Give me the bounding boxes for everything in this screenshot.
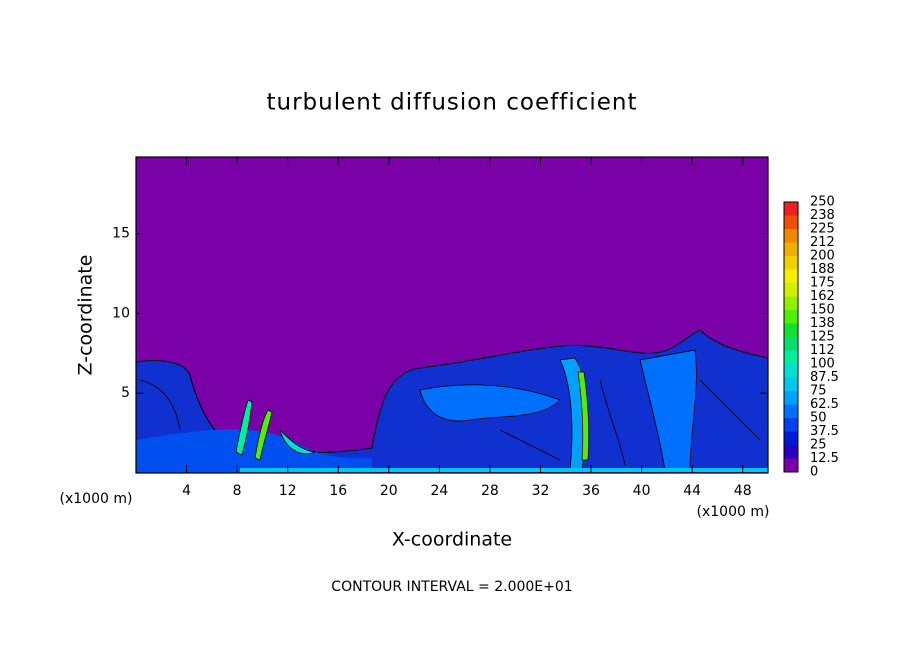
colorbar-label: 225 (810, 222, 835, 237)
colorbar-swatch (784, 404, 798, 418)
colorbar-swatch (784, 391, 798, 405)
colorbar-label: 87.5 (810, 370, 839, 385)
colorbar-label: 212 (810, 235, 835, 250)
colorbar-label: 12.5 (810, 451, 839, 466)
colorbar-label: 200 (810, 249, 835, 264)
y-axis-title: Z-coordinate (75, 255, 97, 376)
colorbar-label: 150 (810, 303, 835, 318)
x-tick-label: 44 (683, 483, 701, 499)
x-tick-label: 32 (532, 483, 550, 499)
colorbar-swatch (784, 215, 798, 229)
contour-line (139, 379, 761, 466)
x-tick-label: 24 (430, 483, 448, 499)
colorbar-swatch (784, 337, 798, 351)
colorbar-swatch (784, 202, 798, 216)
colorbar-swatch (784, 283, 798, 297)
colorbar-label: 62.5 (810, 397, 839, 412)
x-axis-title: X-coordinate (392, 529, 512, 551)
colorbar-label: 75 (810, 384, 827, 399)
x-tick-label: 12 (279, 483, 297, 499)
y-tick-label: 5 (121, 385, 130, 401)
field-streak (279, 428, 317, 455)
colorbar-label: 138 (810, 316, 835, 331)
colorbar-label: 112 (810, 343, 835, 358)
colorbar-swatch (784, 296, 798, 310)
colorbar-swatch (784, 269, 798, 283)
colorbar-label: 238 (810, 208, 835, 223)
colorbar-swatch (784, 431, 798, 445)
colorbar-swatch (784, 229, 798, 243)
y-tick-label: 15 (112, 226, 130, 242)
colorbar-label: 100 (810, 357, 835, 372)
colorbar-label: 250 (810, 195, 835, 210)
annotation: CONTOUR INTERVAL = 2.000E+01 (331, 579, 572, 595)
x-tick-label: 4 (182, 483, 191, 499)
colorbar-swatch (784, 377, 798, 391)
colorbar-swatch (784, 242, 798, 256)
colorbar-swatch (784, 350, 798, 364)
colorbar-swatch (784, 256, 798, 270)
field-streak (577, 371, 590, 461)
colorbar-swatch (784, 418, 798, 432)
colorbar-swatch (784, 458, 798, 472)
y-tick-label: 10 (112, 305, 130, 321)
x-tick-label: 16 (329, 483, 347, 499)
colorbar-swatch (784, 310, 798, 324)
colorbar-label: 175 (810, 276, 835, 291)
x-unit-label: (x1000 m) (697, 504, 770, 520)
colorbar-frame (783, 201, 799, 473)
colorbar-swatch (784, 445, 798, 459)
plot-frame (135, 156, 769, 474)
field-streak (254, 409, 273, 461)
x-tick-label: 40 (633, 483, 651, 499)
colorbar-label: 162 (810, 289, 835, 304)
field-region (136, 429, 372, 473)
colorbar-label: 37.5 (810, 424, 839, 439)
colorbar-swatch (784, 364, 798, 378)
x-tick-label: 48 (734, 483, 752, 499)
x-tick-label: 8 (233, 483, 242, 499)
x-tick-label: 36 (582, 483, 600, 499)
colorbar-label: 25 (810, 438, 827, 453)
field-streak (235, 399, 253, 456)
field (135, 157, 769, 474)
colorbar-label: 0 (810, 465, 818, 480)
y-unit-label: (x1000 m) (60, 491, 133, 507)
colorbar-label: 188 (810, 262, 835, 277)
x-tick-label: 28 (481, 483, 499, 499)
field-streak (419, 384, 561, 422)
colorbar-label: 125 (810, 330, 835, 345)
colorbar-label: 50 (810, 411, 827, 426)
x-tick-label: 20 (380, 483, 398, 499)
colorbar-swatch (784, 323, 798, 337)
chart-title: turbulent diffusion coefficient (266, 90, 637, 116)
